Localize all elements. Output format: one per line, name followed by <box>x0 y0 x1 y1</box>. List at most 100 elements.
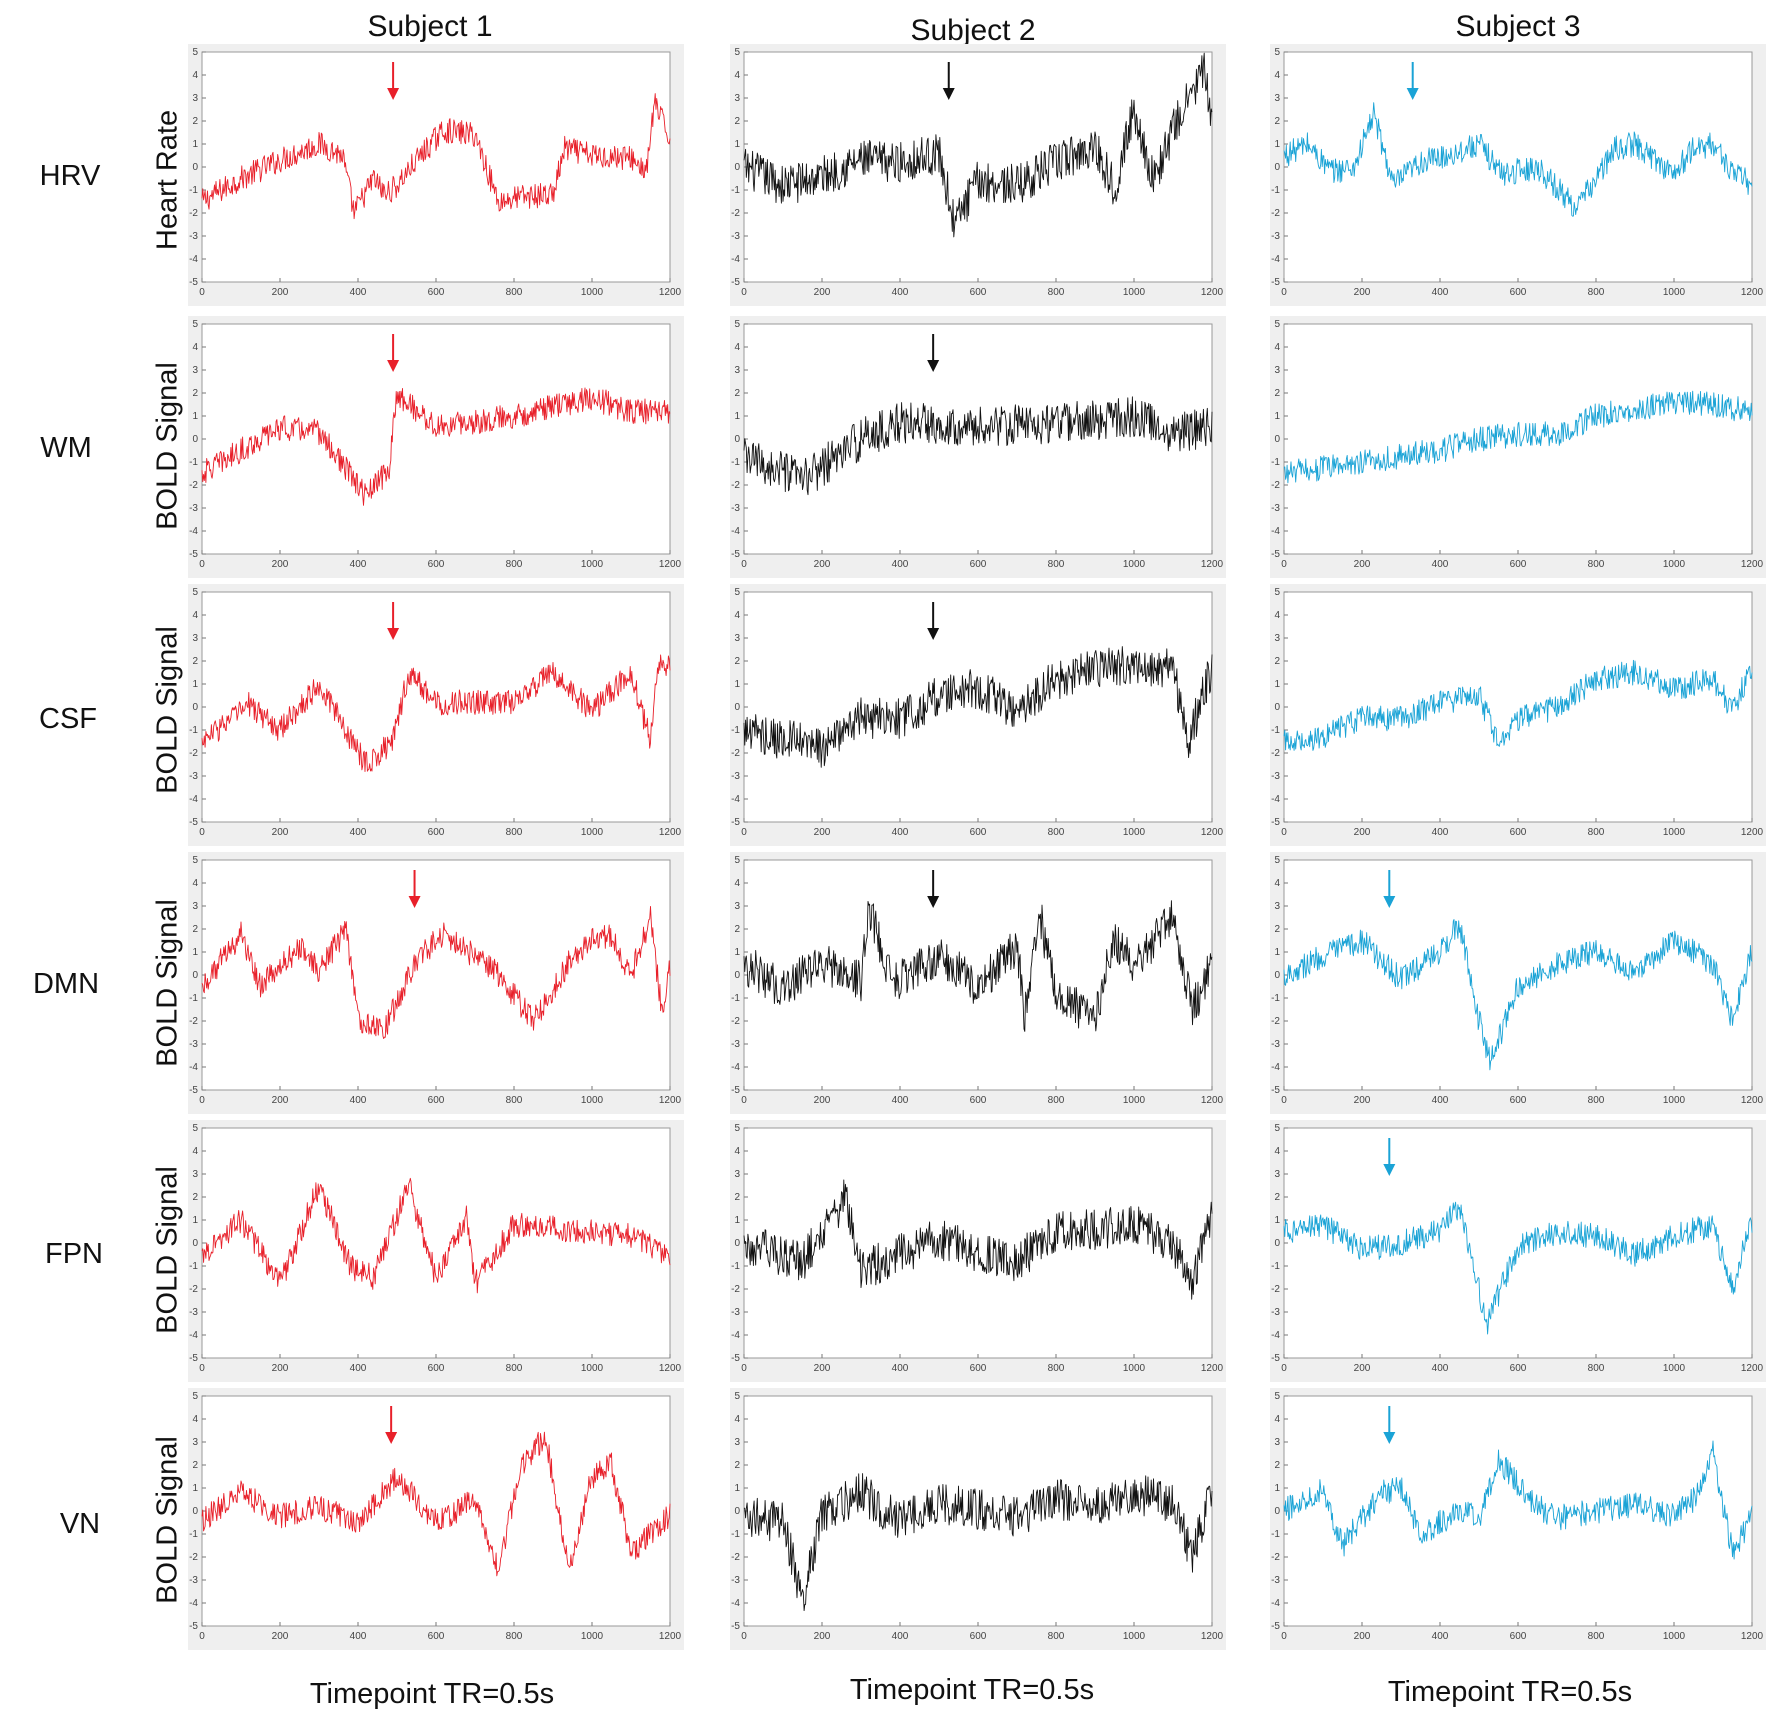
y-tick-label: 3 <box>734 1169 740 1180</box>
series-line <box>201 1431 671 1577</box>
x-tick-label: 1000 <box>581 1631 604 1642</box>
x-tick-label: 0 <box>199 827 205 838</box>
panel-dmn-subject-2: 5 4 3 2 1 0 -1 -2 -3 -4 -5 0 200 400 600 800 1000 1200 <box>730 852 1226 1114</box>
panel-vn-subject-1: 5 4 3 2 1 0 -1 -2 -3 -4 -5 0 200 400 600 800 1000 1200 <box>188 1388 684 1650</box>
y-tick-label: -1 <box>1271 185 1280 196</box>
y-tick-label: 4 <box>192 70 198 81</box>
y-tick-label: -2 <box>1271 1016 1280 1027</box>
plot-area <box>1283 1395 1753 1627</box>
x-tick-label: 600 <box>970 1095 987 1106</box>
x-tick-label: 600 <box>1510 287 1527 298</box>
y-axis-label-row-6: BOLD Signal <box>151 1436 184 1604</box>
y-tick-label: -1 <box>1271 725 1280 736</box>
row-label-fpn: FPN <box>45 1238 103 1270</box>
y-tick-label: 3 <box>192 365 198 376</box>
x-tick-label: 800 <box>1588 827 1605 838</box>
x-tick-label: 1200 <box>659 827 682 838</box>
x-tick-label: 200 <box>814 287 831 298</box>
y-tick-label: 0 <box>192 162 198 173</box>
series-line <box>743 396 1213 496</box>
x-tick-label: 800 <box>1048 1095 1065 1106</box>
x-tick-label: 200 <box>1354 559 1371 570</box>
y-tick-label: 0 <box>1274 702 1280 713</box>
x-tick-label: 600 <box>1510 827 1527 838</box>
series-line <box>1283 1440 1753 1560</box>
x-tick-label: 0 <box>741 287 747 298</box>
x-tick-label: 1000 <box>1123 1631 1146 1642</box>
y-tick-label: 0 <box>1274 162 1280 173</box>
y-tick-label: -5 <box>731 1353 740 1364</box>
y-tick-label: 3 <box>734 93 740 104</box>
x-tick-label: 0 <box>741 1631 747 1642</box>
y-tick-label: 2 <box>192 924 198 935</box>
x-tick-label: 1200 <box>1201 287 1224 298</box>
y-tick-label: 1 <box>192 947 198 958</box>
y-tick-label: -4 <box>731 254 740 265</box>
y-axis-label-row-5: BOLD Signal <box>151 1166 184 1334</box>
y-tick-label: -5 <box>189 1353 198 1364</box>
y-tick-label: -4 <box>731 794 740 805</box>
x-tick-label: 1200 <box>659 559 682 570</box>
x-tick-label: 1000 <box>1663 287 1686 298</box>
x-tick-label: 800 <box>506 1631 523 1642</box>
y-tick-label: 4 <box>192 1146 198 1157</box>
event-arrow <box>387 62 400 100</box>
y-tick-label: -3 <box>1271 1307 1280 1318</box>
y-tick-label: 3 <box>734 1437 740 1448</box>
y-tick-label: 0 <box>734 1506 740 1517</box>
y-tick-label: -4 <box>1271 794 1280 805</box>
x-tick-label: 1200 <box>659 1095 682 1106</box>
y-tick-label: -2 <box>189 748 198 759</box>
series-line <box>1283 102 1753 217</box>
y-tick-label: 0 <box>192 702 198 713</box>
panel-wm-subject-3: 5 4 3 2 1 0 -1 -2 -3 -4 -5 0 200 400 600 800 1000 1200 <box>1270 316 1766 578</box>
y-tick-label: 4 <box>734 1414 740 1425</box>
y-tick-label: -2 <box>189 480 198 491</box>
x-tick-label: 0 <box>199 287 205 298</box>
panel-hrv-subject-2: 5 4 3 2 1 0 -1 -2 -3 -4 -5 0 200 400 600 800 1000 1200 <box>730 44 1226 306</box>
x-tick-label: 0 <box>1281 1363 1287 1374</box>
x-tick-label: 400 <box>350 559 367 570</box>
x-tick-label: 200 <box>1354 827 1371 838</box>
x-tick-label: 0 <box>199 1363 205 1374</box>
y-tick-label: -1 <box>731 185 740 196</box>
x-tick-label: 800 <box>506 1363 523 1374</box>
x-tick-label: 600 <box>970 559 987 570</box>
y-tick-label: -5 <box>1271 549 1280 560</box>
y-tick-label: -3 <box>1271 1039 1280 1050</box>
x-tick-label: 800 <box>1048 559 1065 570</box>
y-tick-label: -5 <box>1271 1353 1280 1364</box>
y-tick-label: 3 <box>192 1169 198 1180</box>
y-tick-label: -4 <box>189 254 198 265</box>
y-tick-label: 1 <box>1274 139 1280 150</box>
y-tick-label: 1 <box>734 139 740 150</box>
y-tick-label: 3 <box>734 365 740 376</box>
y-tick-label: -3 <box>189 771 198 782</box>
row-label-hrv: HRV <box>39 160 101 192</box>
x-tick-label: 1200 <box>659 1363 682 1374</box>
y-tick-label: -5 <box>1271 817 1280 828</box>
x-tick-label: 800 <box>1048 287 1065 298</box>
plot-area <box>743 591 1213 823</box>
x-tick-label: 400 <box>1432 1095 1449 1106</box>
y-tick-label: -4 <box>731 1330 740 1341</box>
x-tick-label: 800 <box>506 827 523 838</box>
panel-fpn-subject-1: 5 4 3 2 1 0 -1 -2 -3 -4 -5 0 200 400 600 800 1000 1200 <box>188 1120 684 1382</box>
event-arrow <box>1383 1406 1396 1444</box>
y-tick-label: -3 <box>731 1575 740 1586</box>
x-tick-label: 200 <box>1354 1631 1371 1642</box>
panel-fpn-subject-3: 5 4 3 2 1 0 -1 -2 -3 -4 -5 0 200 400 600 800 1000 1200 <box>1270 1120 1766 1382</box>
y-tick-label: 5 <box>192 855 198 866</box>
y-tick-label: 0 <box>192 970 198 981</box>
x-tick-label: 1000 <box>581 827 604 838</box>
series-line <box>201 654 671 772</box>
y-tick-label: 4 <box>734 1146 740 1157</box>
event-arrow <box>927 870 940 908</box>
y-tick-label: -3 <box>731 1307 740 1318</box>
plot-area <box>1283 51 1753 283</box>
y-tick-label: -4 <box>731 1062 740 1073</box>
